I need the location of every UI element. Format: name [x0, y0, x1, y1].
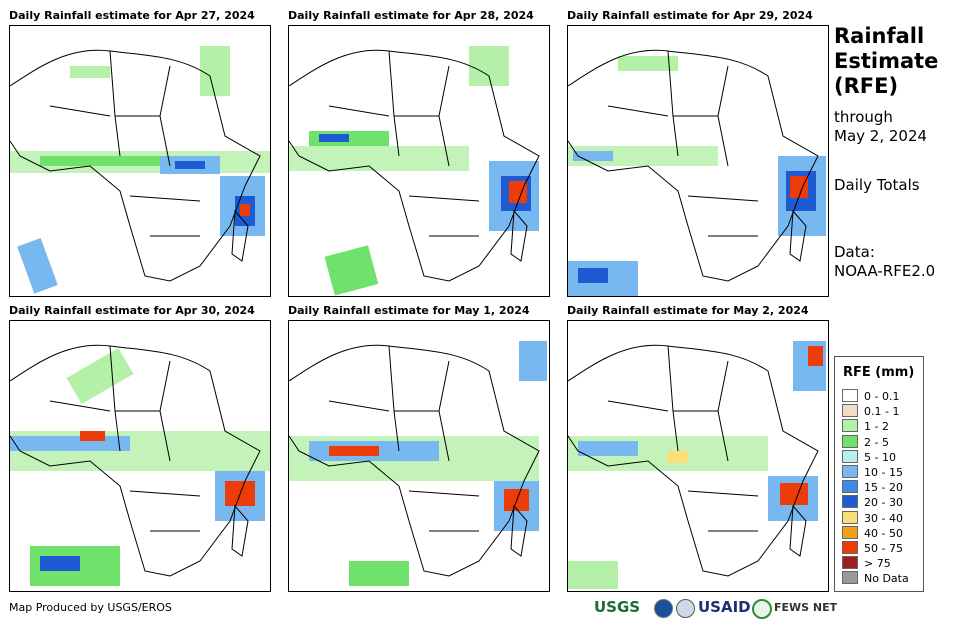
legend-swatch	[842, 571, 858, 585]
data-label: Data:	[834, 243, 875, 261]
legend-swatch	[842, 465, 858, 478]
panel-title: Daily Rainfall estimate for Apr 28, 2024	[288, 9, 534, 22]
legend-label: 1 - 2	[864, 420, 889, 434]
legend-label: 30 - 40	[864, 511, 903, 525]
legend-item: > 75	[842, 556, 891, 570]
legend-label: 20 - 30	[864, 496, 903, 510]
legend-item: No Data	[842, 571, 909, 585]
totals-label: Daily Totals	[834, 176, 920, 194]
credit-text: Map Produced by USGS/EROS	[9, 601, 172, 614]
legend-item: 1 - 2	[842, 419, 889, 433]
rainfall-map	[288, 320, 550, 592]
legend-item: 30 - 40	[842, 510, 903, 525]
through-date: May 2, 2024	[834, 127, 928, 145]
through-label: through	[834, 108, 893, 126]
title-line: Rainfall	[834, 24, 925, 48]
legend-label: 0.1 - 1	[864, 405, 900, 419]
usgs-logo: USGS	[594, 598, 641, 616]
panel-apr-27: Daily Rainfall estimate for Apr 27, 2024	[9, 9, 271, 297]
legend-label: 15 - 20	[864, 481, 903, 495]
usaid-logo: USAID	[698, 598, 751, 616]
legend-item: 0 - 0.1	[842, 389, 899, 403]
legend-swatch	[842, 389, 858, 402]
panel-apr-29: Daily Rainfall estimate for Apr 29, 2024	[567, 9, 829, 297]
rain-layer	[10, 46, 270, 294]
main-title: Rainfall Estimate (RFE)	[834, 24, 964, 99]
legend-label: 2 - 5	[864, 435, 889, 449]
agency-logos: USGS USAID FEWS NET	[594, 598, 837, 619]
legend-swatch	[842, 541, 858, 554]
legend-label: 10 - 15	[864, 466, 903, 479]
legend-item: 5 - 10	[842, 449, 896, 464]
hhs-icon	[676, 599, 695, 618]
legend-item: 15 - 20	[842, 480, 903, 494]
legend-swatch	[842, 510, 858, 524]
fewsnet-logo: FEWS NET	[774, 601, 838, 614]
panel-title: Daily Rainfall estimate for May 2, 2024	[567, 304, 809, 317]
rainfall-map	[288, 25, 550, 297]
legend-swatch	[842, 404, 858, 418]
legend-label: 40 - 50	[864, 526, 903, 540]
rainfall-map	[567, 320, 829, 592]
panel-title: Daily Rainfall estimate for Apr 29, 2024	[567, 9, 813, 22]
legend-swatch	[842, 495, 858, 509]
panel-title: Daily Rainfall estimate for Apr 27, 2024	[9, 9, 255, 22]
legend-item: 2 - 5	[842, 434, 889, 449]
rainfall-map	[567, 25, 829, 297]
panel-may-2: Daily Rainfall estimate for May 2, 2024	[567, 304, 829, 592]
legend-label: No Data	[864, 572, 909, 586]
legend-swatch	[842, 480, 858, 494]
title-line: (RFE)	[834, 74, 899, 98]
legend-item: 50 - 75	[842, 541, 903, 555]
panel-apr-30: Daily Rainfall estimate for Apr 30, 2024	[9, 304, 271, 592]
legend-title: RFE (mm)	[843, 365, 915, 380]
legend-label: 0 - 0.1	[864, 390, 900, 403]
panel-may-1: Daily Rainfall estimate for May 1, 2024	[288, 304, 550, 592]
panel-title: Daily Rainfall estimate for May 1, 2024	[288, 304, 530, 317]
legend-item: 0.1 - 1	[842, 404, 899, 418]
globe-icon	[752, 599, 772, 619]
legend-item: 40 - 50	[842, 525, 903, 540]
noaa-icon	[654, 599, 673, 618]
legend-swatch	[842, 449, 858, 463]
panel-apr-28: Daily Rainfall estimate for Apr 28, 2024	[288, 9, 550, 297]
data-source: NOAA-RFE2.0	[834, 262, 936, 280]
legend-swatch	[842, 419, 858, 433]
panel-title: Daily Rainfall estimate for Apr 30, 2024	[9, 304, 255, 317]
legend-label: 50 - 75	[864, 542, 903, 555]
rainfall-map	[9, 25, 271, 297]
legend-item: 10 - 15	[842, 465, 903, 479]
legend-swatch	[842, 556, 858, 570]
legend-item: 20 - 30	[842, 495, 903, 509]
legend-swatch	[842, 434, 858, 448]
rainfall-map	[9, 320, 271, 592]
legend-label: 5 - 10	[864, 450, 896, 464]
title-line: Estimate	[834, 49, 939, 73]
legend-swatch	[842, 525, 858, 539]
legend-label: > 75	[864, 557, 891, 571]
